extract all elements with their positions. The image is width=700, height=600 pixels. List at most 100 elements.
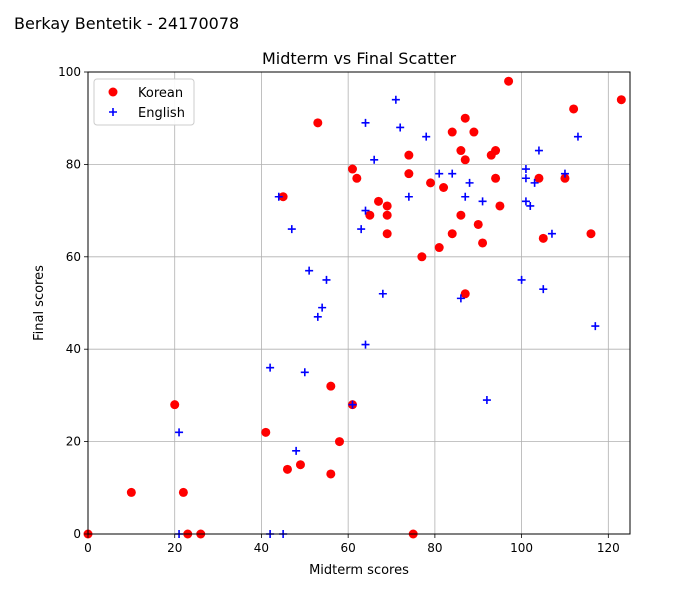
data-point xyxy=(348,400,357,409)
y-tick-label: 100 xyxy=(58,65,81,79)
x-axis-ticks: 0 20 40 60 80 100 120 xyxy=(84,534,620,555)
data-point xyxy=(365,210,375,220)
data-point xyxy=(439,183,449,192)
data-point xyxy=(300,368,309,377)
data-point xyxy=(534,173,544,183)
data-point xyxy=(539,285,548,294)
x-tick-label: 40 xyxy=(254,541,269,555)
data-point xyxy=(266,363,275,372)
data-point xyxy=(447,229,457,239)
data-point xyxy=(305,266,314,275)
data-point xyxy=(530,178,539,187)
data-point xyxy=(326,381,336,391)
data-point xyxy=(460,113,470,123)
x-tick-label: 0 xyxy=(84,541,92,555)
data-point xyxy=(170,400,180,410)
data-point xyxy=(357,225,366,234)
grid-lines xyxy=(87,71,630,535)
data-point xyxy=(473,219,483,229)
x-tick-label: 120 xyxy=(597,541,620,555)
data-point xyxy=(374,196,384,206)
data-point xyxy=(382,210,392,220)
data-point xyxy=(560,169,569,178)
data-point xyxy=(313,118,323,128)
data-point xyxy=(447,127,457,137)
data-point xyxy=(478,238,488,248)
data-point xyxy=(521,165,530,174)
data-point xyxy=(426,178,436,188)
data-point xyxy=(495,201,505,211)
data-point xyxy=(434,243,444,253)
data-point xyxy=(326,469,336,479)
legend-box xyxy=(93,78,195,126)
series-korean xyxy=(83,76,626,539)
data-point xyxy=(404,192,413,201)
data-point xyxy=(591,322,600,331)
data-point xyxy=(422,132,431,141)
data-point xyxy=(382,201,392,211)
chart-title: Midterm vs Final Scatter xyxy=(262,49,456,68)
data-point xyxy=(404,169,414,179)
data-point xyxy=(318,303,327,312)
data-point xyxy=(469,127,479,137)
data-point xyxy=(560,173,570,183)
data-point xyxy=(491,146,501,156)
data-point xyxy=(347,164,357,174)
data-point xyxy=(534,146,543,155)
legend-marker xyxy=(108,87,118,97)
data-point xyxy=(378,289,387,298)
y-tick-label: 40 xyxy=(66,342,81,356)
y-tick-label: 80 xyxy=(66,157,81,171)
data-point xyxy=(586,229,596,239)
legend-label: English xyxy=(138,106,185,121)
data-point xyxy=(261,427,271,437)
x-tick-label: 100 xyxy=(510,541,533,555)
y-tick-label: 60 xyxy=(66,250,81,264)
data-point xyxy=(391,95,400,104)
data-point xyxy=(460,155,470,165)
data-point xyxy=(295,460,305,470)
data-point xyxy=(361,340,370,349)
data-point xyxy=(361,118,370,127)
data-point xyxy=(287,225,296,234)
data-point xyxy=(417,252,427,262)
data-point xyxy=(396,123,405,132)
data-point xyxy=(126,487,136,497)
data-point xyxy=(461,192,470,201)
y-tick-label: 20 xyxy=(66,435,81,449)
data-point xyxy=(448,169,457,178)
x-axis-label: Midterm scores xyxy=(309,563,409,578)
data-point xyxy=(382,229,392,239)
data-point xyxy=(370,155,379,164)
data-point xyxy=(478,197,487,206)
data-point xyxy=(361,206,370,215)
data-point xyxy=(313,312,322,321)
data-point xyxy=(352,173,362,183)
data-point xyxy=(517,275,526,284)
data-point xyxy=(482,396,491,405)
data-point xyxy=(465,178,474,187)
data-point xyxy=(616,95,626,105)
data-point xyxy=(504,76,514,86)
data-point xyxy=(573,132,582,141)
x-tick-label: 20 xyxy=(167,541,182,555)
legend-label: Korean xyxy=(138,86,183,101)
data-point xyxy=(521,174,530,183)
data-point xyxy=(491,173,501,183)
data-point xyxy=(456,146,466,156)
data-point xyxy=(278,192,288,202)
data-point xyxy=(274,192,283,201)
data-point xyxy=(178,487,188,497)
x-tick-label: 80 xyxy=(427,541,442,555)
data-point xyxy=(292,446,301,455)
data-point xyxy=(334,437,344,447)
y-tick-label: 0 xyxy=(73,527,81,541)
data-point xyxy=(456,294,465,303)
legend-marker xyxy=(109,108,117,116)
data-point xyxy=(456,210,466,220)
legend: Korean English xyxy=(93,78,195,126)
data-point xyxy=(521,197,530,206)
figure-suptitle: Berkay Bentetik - 24170078 xyxy=(14,14,240,33)
data-point xyxy=(175,428,184,437)
